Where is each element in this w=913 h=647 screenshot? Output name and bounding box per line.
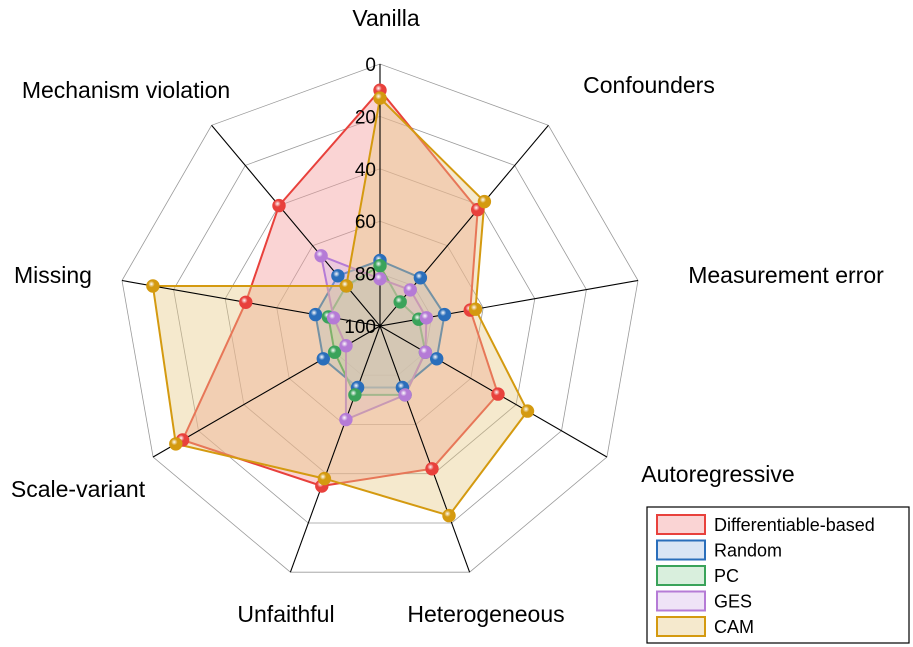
point-ges-confounders <box>403 283 417 297</box>
tick-labels: 0 20 40 60 80 100 <box>344 55 376 338</box>
point-ges-heterogeneous <box>398 388 412 402</box>
axis-label-confounders: Confounders <box>583 72 715 98</box>
axis-label-autoregressive: Autoregressive <box>641 461 794 487</box>
tick-label-40: 40 <box>355 160 376 181</box>
series-areas <box>151 89 529 517</box>
point-ges-missing <box>326 311 341 325</box>
point-ges-unfaithful <box>339 412 353 427</box>
spoke-mechanism-violation <box>211 124 381 327</box>
point-ges-vanilla <box>373 272 387 286</box>
point-cam-autoregressive <box>520 404 535 418</box>
axis-label-heterogeneous: Heterogeneous <box>407 601 564 627</box>
tick-label-0: 0 <box>365 55 376 76</box>
point-cam-mechanism-violation <box>339 279 353 293</box>
point-differentiable-based-missing <box>239 295 253 309</box>
point-pc-scale-variant <box>327 345 342 359</box>
grid-ring-60 <box>276 220 484 425</box>
point-random-measurement-error <box>437 307 452 322</box>
grid-ring-40 <box>224 168 536 475</box>
legend-swatch-pc <box>656 565 706 586</box>
axis-label-scale-variant: Scale-variant <box>11 476 146 502</box>
point-random-confounders <box>413 271 428 285</box>
grid-ring-20 <box>173 115 587 524</box>
point-pc-unfaithful <box>348 388 362 402</box>
axis-label-measurement-error: Measurement error <box>688 262 884 288</box>
point-random-scale-variant <box>316 352 330 366</box>
point-differentiable-based-autoregressive <box>491 387 505 401</box>
point-cam-unfaithful <box>317 471 332 486</box>
spoke-unfaithful <box>289 325 381 573</box>
point-ges-autoregressive <box>418 345 433 359</box>
point-pc-vanilla <box>373 259 387 273</box>
legend-label-differentiable-based: Differentiable-based <box>714 515 875 535</box>
point-cam-measurement-error <box>468 302 483 316</box>
point-cam-missing <box>146 279 160 293</box>
legend-swatch-cam <box>656 616 706 637</box>
point-ges-mechanism-violation <box>314 249 328 263</box>
point-differentiable-based-mechanism-violation <box>272 198 286 213</box>
tick-label-80: 80 <box>355 265 376 286</box>
data-points <box>146 83 535 523</box>
legend-label-random: Random <box>714 541 782 561</box>
axis-label-vanilla: Vanilla <box>352 5 420 31</box>
point-ges-scale-variant <box>339 339 353 353</box>
legend: Differentiable-based Random PC GES CAM <box>646 506 910 644</box>
point-random-missing <box>308 307 323 322</box>
legend-label-ges: GES <box>714 592 752 612</box>
series-area-pc <box>327 264 427 396</box>
point-random-mechanism-violation <box>331 269 345 283</box>
legend-swatch-ges <box>656 590 706 612</box>
legend-swatch-random <box>656 539 706 561</box>
point-differentiable-based-heterogeneous <box>425 462 439 476</box>
legend-box <box>646 506 910 644</box>
point-cam-heterogeneous <box>442 508 456 523</box>
axis-labels: Vanilla Confounders Measurement error Autor… <box>11 5 884 627</box>
point-ges-measurement-error <box>419 311 434 325</box>
tick-label-20: 20 <box>355 107 376 128</box>
point-cam-scale-variant <box>169 437 183 451</box>
tick-label-60: 60 <box>355 212 376 233</box>
point-pc-confounders <box>393 295 407 309</box>
tick-label-100: 100 <box>344 317 376 338</box>
point-cam-confounders <box>477 194 492 209</box>
series-area-cam <box>151 97 529 517</box>
axis-label-mechanism-violation: Mechanism violation <box>22 77 230 103</box>
legend-label-pc: PC <box>714 566 739 586</box>
legend-label-cam: CAM <box>714 617 754 637</box>
grid <box>121 63 639 573</box>
axis-label-unfaithful: Unfaithful <box>237 601 334 627</box>
axis-label-missing: Missing <box>14 262 92 288</box>
legend-swatch-differentiable-based <box>656 514 706 535</box>
spoke-heterogeneous <box>379 325 471 573</box>
point-random-autoregressive <box>430 352 444 366</box>
grid-ring-0 <box>121 63 639 573</box>
point-cam-vanilla <box>373 91 387 105</box>
